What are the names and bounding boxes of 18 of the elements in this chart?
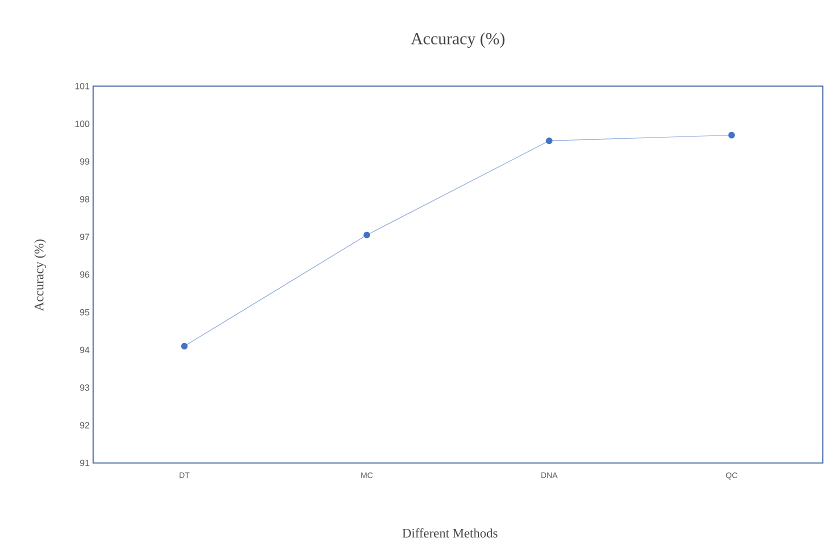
y-tick-label: 101 xyxy=(75,82,90,90)
point xyxy=(181,342,188,350)
y-tick-label: 97 xyxy=(80,234,90,240)
point xyxy=(728,132,735,138)
point xyxy=(546,137,552,144)
y-tick-label: 92 xyxy=(80,422,90,428)
y-tick-label: 99 xyxy=(80,158,90,165)
x-axis-title: Different Methods xyxy=(402,528,498,538)
y-tick-label: 96 xyxy=(80,271,90,278)
y-tick-label: 98 xyxy=(80,196,90,202)
chart-title: Accuracy (%) xyxy=(410,32,504,48)
y-tick-label: 93 xyxy=(80,384,90,391)
y-axis-title: Accuracy (%) xyxy=(34,239,46,311)
y-tick-label: 91 xyxy=(80,460,90,466)
y-tick-label: 94 xyxy=(80,346,90,354)
y-tick-label: 100 xyxy=(75,120,90,127)
y-tick-label: 95 xyxy=(80,308,90,316)
point xyxy=(363,232,370,238)
